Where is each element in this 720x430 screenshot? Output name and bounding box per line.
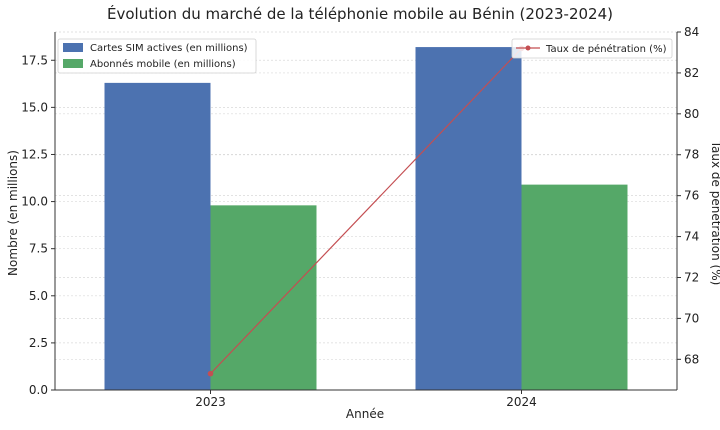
ticks: 0.0 2.5 5.0 7.5 10.0 12.5 15.0 17.5 68 70 72 74 76 78… [21,25,699,409]
legend-right: Taux de pénétration (%) [511,38,673,59]
legend-left: Cartes SIM actives (en millions) Abonnés… [57,38,257,74]
legend-left-frame [57,38,257,74]
legend-line-marker [525,45,531,51]
ytick-left-label-5: 12.5 [21,147,48,161]
y-axis-label: Nombre (en millions) [6,150,20,276]
bar-abonnes-2024 [521,184,628,390]
chart-title: Évolution du marché de la téléphonie mob… [107,4,613,23]
xtick-label-2024: 2024 [506,395,537,409]
ytick-right-label-1: 70 [684,311,699,325]
bar-sim-2024 [415,47,522,391]
bar-abonnes-2023 [210,205,317,390]
legend-right-frame [511,38,673,59]
legend-swatch-sim [63,43,83,52]
legend-label-sim: Cartes SIM actives (en millions) [90,43,248,54]
x-axis-label: Année [346,407,384,421]
ytick-right-label-8: 84 [684,25,699,39]
legend-label-abonnes: Abonnés mobile (en millions) [90,58,236,70]
ytick-right-label-3: 74 [684,230,699,244]
ytick-left-label-7: 17.5 [21,53,48,67]
ytick-right-label-7: 82 [684,66,699,80]
legend-swatch-abonnes [63,59,83,68]
ytick-right-label-6: 80 [684,107,699,121]
ytick-right-label-4: 76 [684,189,699,203]
ytick-left-label-1: 2.5 [29,336,48,350]
axes [54,32,678,391]
y2-axis-label: Taux de pénétration (%) [709,140,720,286]
ytick-right-label-0: 68 [684,352,699,366]
ytick-left-label-0: 0.0 [29,383,48,397]
bars [104,47,628,391]
ytick-right-label-2: 72 [684,270,699,284]
penetration-point-2023 [207,370,214,377]
xtick-label-2023: 2023 [195,395,226,409]
ytick-left-label-2: 5.0 [29,289,48,303]
ytick-left-label-4: 10.0 [21,195,48,209]
ytick-left-label-3: 7.5 [29,242,48,256]
legend-label-penetration: Taux de pénétration (%) [545,43,667,55]
ytick-left-label-6: 15.0 [21,100,48,114]
penetration-polyline [210,47,522,375]
ytick-right-label-5: 78 [684,148,699,162]
bar-sim-2023 [104,82,211,390]
